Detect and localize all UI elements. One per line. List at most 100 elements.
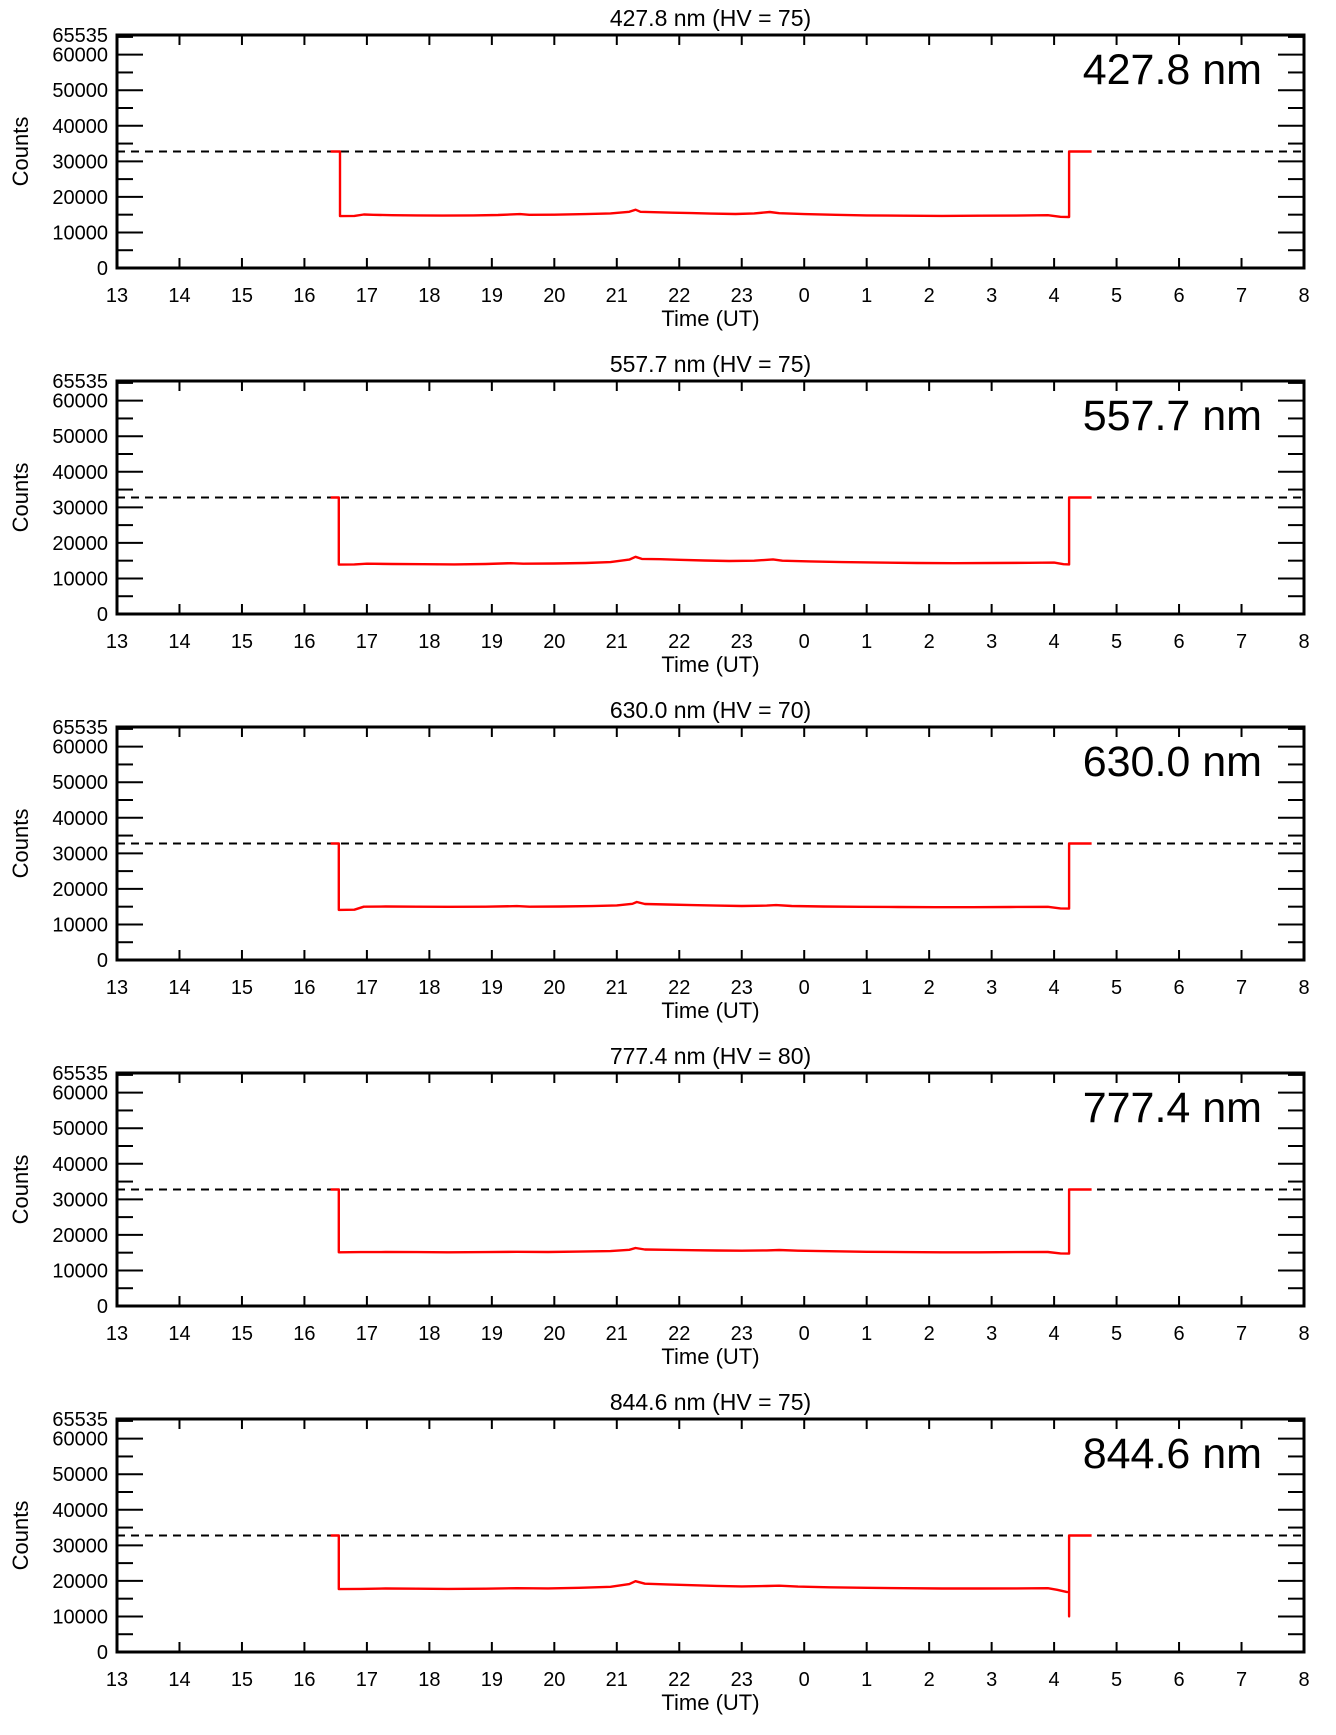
y-tick-label: 60000 [52, 1429, 108, 1451]
x-tick-label: 18 [418, 631, 440, 653]
x-tick-label: 4 [1049, 1669, 1060, 1691]
data-line [330, 1188, 1092, 1255]
x-tick-label: 6 [1173, 977, 1184, 999]
x-tick-label: 17 [356, 1323, 378, 1345]
x-tick-label: 17 [356, 1669, 378, 1691]
x-tick-label: 13 [106, 285, 128, 307]
chart-title: 844.6 nm (HV = 75) [610, 1389, 811, 1415]
chart-title: 630.0 nm (HV = 70) [610, 697, 811, 723]
x-tick-label: 2 [924, 1323, 935, 1345]
x-tick-label: 1 [861, 1669, 872, 1691]
x-tick-label: 3 [986, 631, 997, 653]
chart-svg: 557.7 nm (HV = 75)13 14 15 16 17 18 19 20 21 22 23… [8, 351, 1310, 677]
x-tick-label: 13 [106, 631, 128, 653]
x-tick-label: 19 [481, 631, 503, 653]
x-tick-label: 22 [668, 1323, 690, 1345]
y-tick-label: 40000 [52, 462, 108, 484]
y-tick-label: 20000 [52, 187, 108, 209]
x-tick-label: 8 [1298, 1669, 1309, 1691]
x-tick-label: 15 [231, 1323, 253, 1345]
y-tick-label: 30000 [52, 1535, 108, 1557]
x-tick-label: 5 [1111, 631, 1122, 653]
y-tick-label: 0 [97, 1642, 108, 1664]
x-tick-label: 21 [606, 285, 628, 307]
x-tick-label: 7 [1236, 631, 1247, 653]
x-tick-label: 20 [543, 631, 565, 653]
x-tick-label: 20 [543, 1669, 565, 1691]
y-tick-label: 65535 [52, 25, 108, 47]
y-tick-label: 20000 [52, 879, 108, 901]
x-tick-label: 3 [986, 977, 997, 999]
y-tick-label: 50000 [52, 80, 108, 102]
x-tick-label: 6 [1173, 631, 1184, 653]
chart-svg: 427.8 nm (HV = 75)13 14 15 16 17 18 19 20 21 22 23… [8, 5, 1310, 331]
x-tick-label: 22 [668, 285, 690, 307]
y-tick-label: 60000 [52, 391, 108, 413]
x-tick-label: 0 [799, 1669, 810, 1691]
x-tick-label: 1 [861, 631, 872, 653]
y-tick-label: 10000 [52, 1260, 108, 1282]
x-tick-label: 14 [168, 631, 190, 653]
y-axis-label: Counts [8, 1155, 33, 1225]
x-tick-label: 5 [1111, 285, 1122, 307]
x-tick-label: 22 [668, 631, 690, 653]
x-tick-label: 16 [293, 285, 315, 307]
y-tick-label: 65535 [52, 371, 108, 393]
chart-panel-427-8nm: 427.8 nm (HV = 75) 13 14 15 16 17 18 19 20 21 22 23… [0, 0, 1336, 346]
x-tick-label: 3 [986, 285, 997, 307]
chart-title: 777.4 nm (HV = 80) [610, 1043, 811, 1069]
y-axis-label: Counts [8, 463, 33, 533]
y-tick-label: 40000 [52, 116, 108, 138]
plot-frame [115, 1071, 1306, 1308]
x-tick-label: 16 [293, 1669, 315, 1691]
x-tick-label: 14 [168, 977, 190, 999]
x-tick-label: 17 [356, 285, 378, 307]
x-tick-label: 7 [1236, 977, 1247, 999]
plot-frame [115, 33, 1306, 270]
x-tick-label: 5 [1111, 1323, 1122, 1345]
x-tick-label: 16 [293, 631, 315, 653]
x-tick-label: 0 [799, 631, 810, 653]
x-tick-label: 15 [231, 977, 253, 999]
x-tick-label: 1 [861, 285, 872, 307]
x-tick-label: 15 [231, 1669, 253, 1691]
x-tick-label: 6 [1173, 1323, 1184, 1345]
chart-svg: 630.0 nm (HV = 70)13 14 15 16 17 18 19 20 21 22 23… [8, 697, 1310, 1023]
y-tick-label: 65535 [52, 717, 108, 739]
x-tick-label: 21 [606, 1669, 628, 1691]
x-tick-label: 0 [799, 977, 810, 999]
chart-panel-777-4nm: 777.4 nm (HV = 80) 13 14 15 16 17 18 19 20 21 22 23… [0, 1038, 1336, 1384]
inset-wavelength-label: 427.8 nm [1083, 46, 1262, 94]
y-axis-label: Counts [8, 809, 33, 879]
x-tick-label: 23 [731, 1323, 753, 1345]
x-tick-label: 21 [606, 631, 628, 653]
x-tick-label: 2 [924, 1669, 935, 1691]
x-tick-label: 8 [1298, 1323, 1309, 1345]
x-tick-label: 23 [731, 631, 753, 653]
x-axis-label: Time (UT) [661, 998, 759, 1023]
x-tick-label: 16 [293, 977, 315, 999]
data-line [330, 496, 1092, 566]
x-tick-label: 16 [293, 1323, 315, 1345]
x-tick-label: 14 [168, 1669, 190, 1691]
y-tick-label: 10000 [52, 222, 108, 244]
x-axis-label: Time (UT) [661, 652, 759, 677]
x-tick-label: 20 [543, 977, 565, 999]
x-tick-label: 18 [418, 977, 440, 999]
x-axis-label: Time (UT) [661, 306, 759, 331]
x-tick-label: 8 [1298, 631, 1309, 653]
data-line [330, 1534, 1092, 1618]
y-tick-label: 10000 [52, 568, 108, 590]
x-tick-label: 4 [1049, 1323, 1060, 1345]
x-tick-label: 2 [924, 285, 935, 307]
y-tick-label: 60000 [52, 1083, 108, 1105]
x-tick-label: 19 [481, 977, 503, 999]
inset-wavelength-label: 630.0 nm [1083, 738, 1262, 786]
x-tick-label: 13 [106, 977, 128, 999]
y-tick-label: 50000 [52, 426, 108, 448]
x-tick-label: 0 [799, 285, 810, 307]
x-tick-label: 8 [1298, 285, 1309, 307]
x-tick-label: 4 [1049, 631, 1060, 653]
y-tick-label: 0 [97, 258, 108, 280]
plot-frame [115, 1417, 1306, 1654]
